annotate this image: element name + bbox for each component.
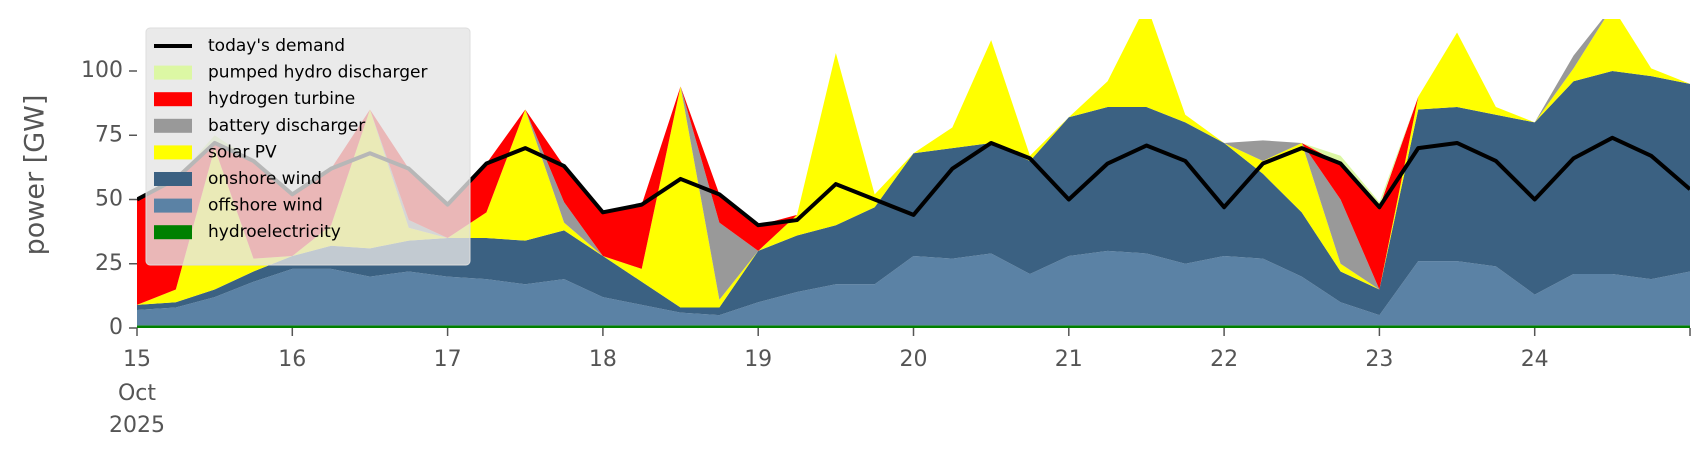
x-tick-label: 22	[1210, 347, 1238, 372]
x-tick-label: 23	[1365, 347, 1393, 372]
legend-swatch	[154, 65, 192, 80]
legend-label: solar PV	[208, 142, 277, 162]
area	[137, 71, 1690, 316]
legend-label: pumped hydro discharger	[208, 63, 427, 83]
y-tick-label: 100	[81, 58, 123, 83]
x-tick-label: 20	[900, 347, 928, 372]
area	[137, 325, 1690, 328]
x-tick-label: 19	[744, 347, 772, 372]
area	[137, 19, 1690, 308]
y-tick-label: 50	[95, 187, 123, 212]
legend-label: hydrogen turbine	[208, 89, 355, 109]
legend-box	[145, 27, 471, 266]
legend-label: battery discharger	[208, 116, 365, 136]
legend-label: offshore wind	[208, 196, 323, 216]
legend-label: today's demand	[208, 36, 345, 56]
y-tick-label: 75	[95, 122, 123, 147]
legend-swatch	[154, 92, 192, 107]
legend-swatch	[154, 198, 192, 213]
area	[137, 250, 1690, 326]
x-tick-label: 21	[1055, 347, 1083, 372]
x-tick-label: 17	[434, 347, 462, 372]
x-tick-label: 15	[123, 347, 151, 372]
legend-swatch	[154, 118, 192, 133]
x-tick-sublabel: 2025	[109, 413, 165, 438]
y-tick-label: 0	[109, 315, 123, 340]
legend-label: onshore wind	[208, 169, 322, 189]
x-tick-sublabel: Oct	[118, 381, 156, 406]
legend-label: hydroelectricity	[208, 222, 341, 242]
y-tick-label: 25	[95, 251, 123, 276]
y-axis-label: power [GW]	[20, 95, 51, 256]
legend-swatch	[154, 145, 192, 160]
legend-swatch	[154, 172, 192, 186]
x-tick-label: 16	[278, 347, 306, 372]
legend-swatch	[154, 225, 192, 240]
x-tick-label: 18	[589, 347, 617, 372]
x-tick-label: 24	[1521, 347, 1549, 372]
